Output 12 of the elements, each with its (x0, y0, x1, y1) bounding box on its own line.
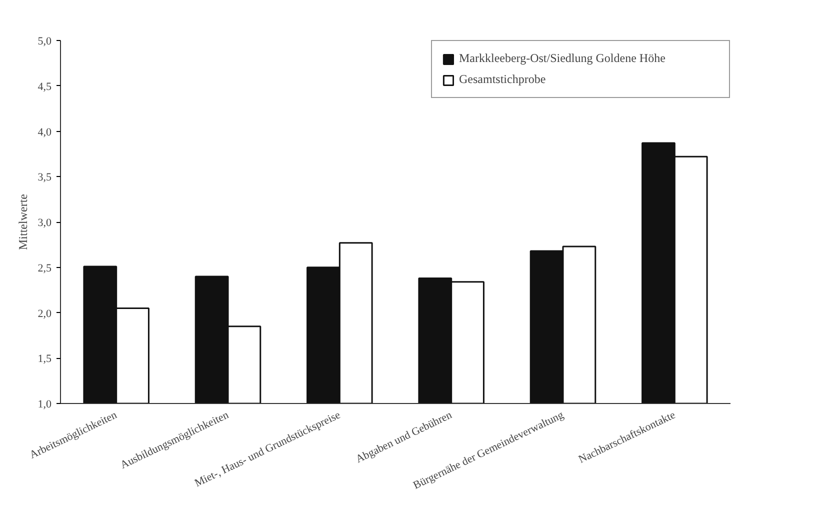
y-tick-label: 4,5 (38, 80, 52, 93)
y-tick-label: 5,0 (38, 36, 52, 48)
y-tick-label: 3,0 (38, 217, 52, 229)
legend-label: Markkleeberg-Ost/Siedlung Goldene Höhe (459, 51, 666, 66)
legend-label: Gesamtstichprobe (459, 72, 547, 87)
y-axis-title: Mittelwerte (16, 194, 30, 250)
y-tick-label: 1,0 (38, 398, 52, 410)
y-tick-label: 1,5 (38, 353, 52, 366)
y-tick-label: 2,0 (38, 308, 52, 320)
y-tick-label: 4,0 (38, 126, 52, 138)
y-tick-label: 3,5 (38, 172, 52, 184)
y-tick-label: 2,5 (38, 262, 52, 274)
